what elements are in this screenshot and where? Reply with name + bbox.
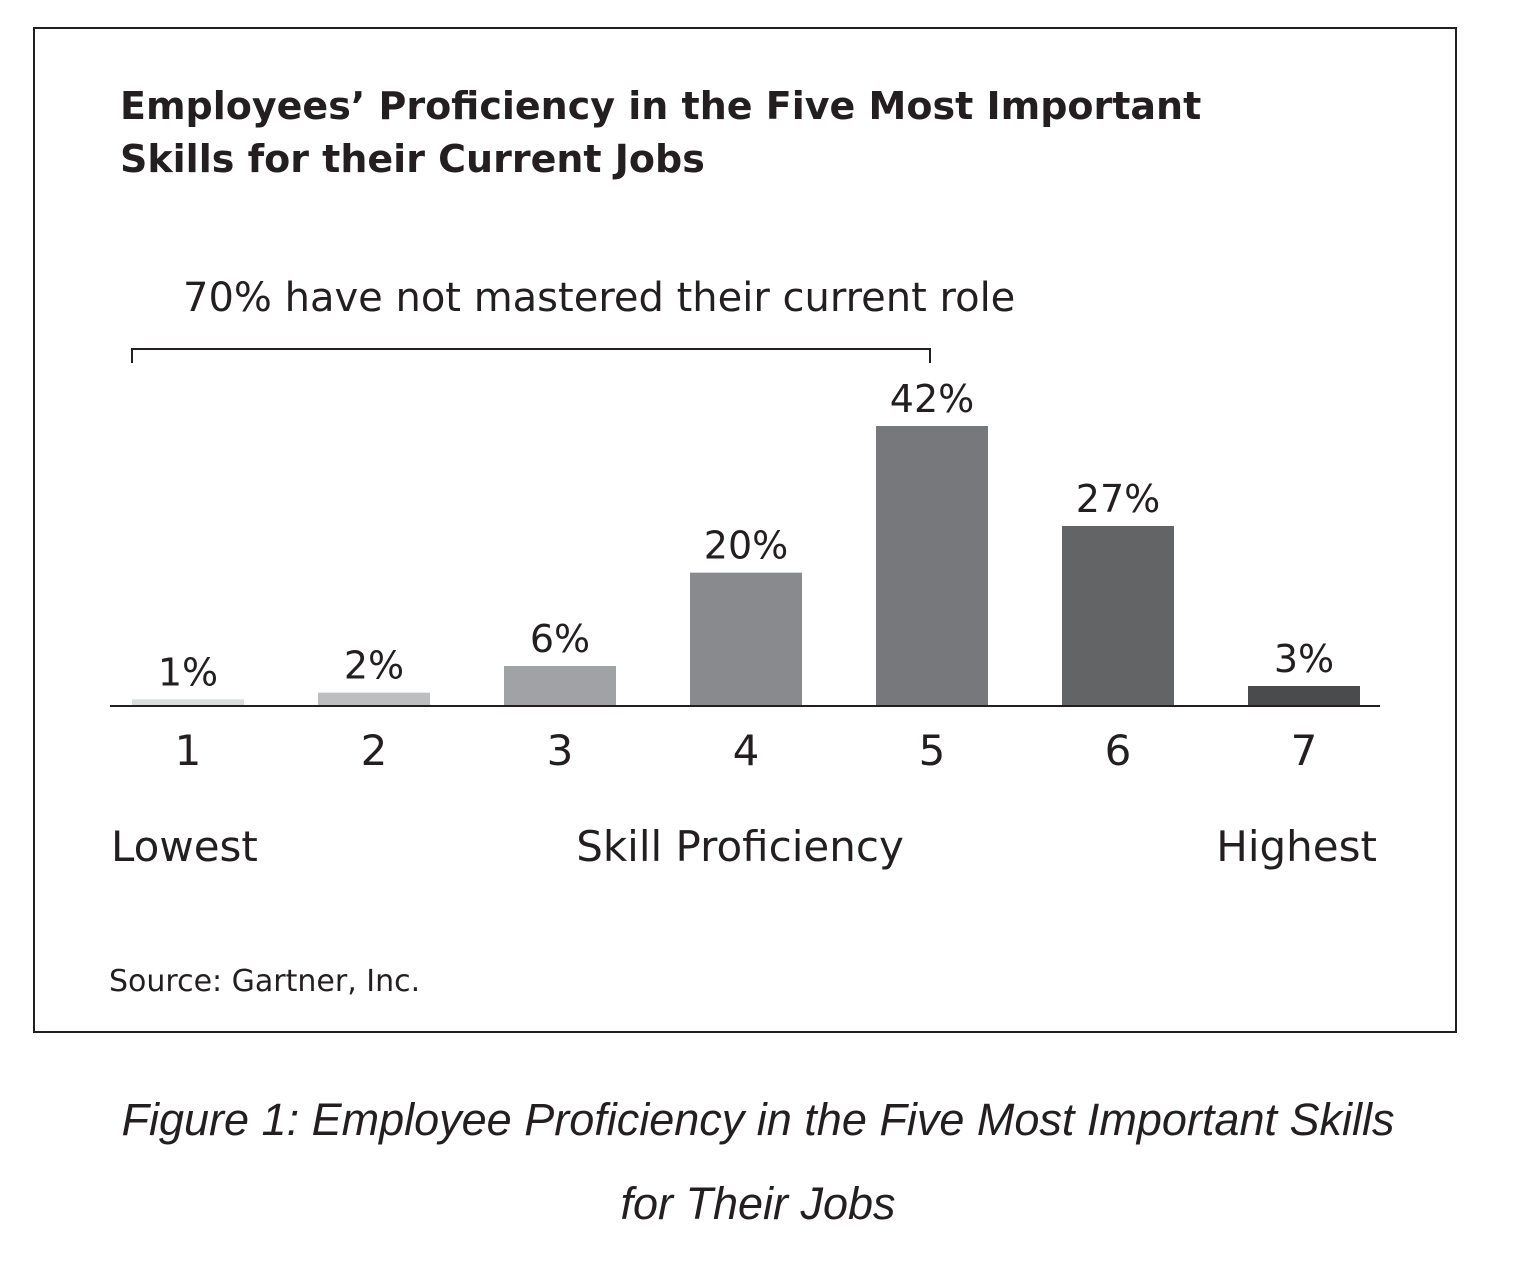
mastery-annotation: 70% have not mastered their current role (183, 275, 1015, 321)
chart-title-line-1: Employees’ Proficiency in the Five Most … (120, 84, 1201, 128)
figure-caption: Figure 1: Employee Proficiency in the Fi… (0, 1078, 1516, 1246)
data-label-1: 1% (158, 650, 218, 694)
x-tick-label-3: 3 (547, 726, 574, 775)
data-label-2: 2% (344, 644, 404, 688)
data-label-4: 20% (704, 524, 788, 568)
x-axis-title: Skill Proficiency (576, 822, 904, 871)
tick-labels-group: 1 2 3 4 5 6 7 (175, 726, 1318, 775)
bar-5 (876, 426, 988, 706)
bars-group (132, 426, 1360, 706)
mastery-bracket (131, 348, 931, 363)
bar-2 (318, 692, 430, 706)
x-tick-label-7: 7 (1291, 726, 1318, 775)
x-high-label: Highest (1216, 822, 1377, 871)
x-tick-label-1: 1 (175, 726, 202, 775)
x-tick-label-4: 4 (733, 726, 760, 775)
figure-caption-line-2: for Their Jobs (620, 1178, 896, 1229)
bar-4 (690, 572, 802, 706)
data-label-3: 6% (530, 617, 590, 661)
data-label-5: 42% (890, 377, 974, 421)
bar-3 (504, 666, 616, 706)
chart-title-line-2: Skills for their Current Jobs (120, 137, 705, 181)
bar-chart: Employees’ Proficiency in the Five Most … (109, 84, 1380, 999)
source-note: Source: Gartner, Inc. (109, 964, 420, 999)
x-tick-label-2: 2 (361, 726, 388, 775)
data-label-7: 3% (1274, 637, 1334, 681)
bar-7 (1248, 686, 1360, 706)
data-label-6: 27% (1076, 477, 1160, 521)
x-tick-label-6: 6 (1105, 726, 1132, 775)
x-low-label: Lowest (111, 822, 258, 871)
bar-1 (132, 699, 244, 706)
bar-6 (1062, 526, 1174, 706)
figure-caption-line-1: Figure 1: Employee Proficiency in the Fi… (121, 1094, 1395, 1145)
chart-frame: Employees’ Proficiency in the Five Most … (33, 27, 1457, 1033)
data-labels-group: 1% 2% 6% 20% 42% 27% 3% (158, 377, 1334, 694)
x-tick-label-5: 5 (919, 726, 946, 775)
